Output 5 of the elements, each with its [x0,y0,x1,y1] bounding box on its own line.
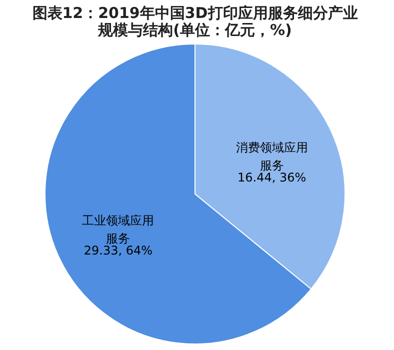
slice-label: 消费领域应用服务 [236,140,308,173]
data-label: 16.44, 36% [237,170,306,185]
data-label: 29.33, 64% [84,243,153,258]
slice-label: 工业领域应用服务 [82,213,154,246]
chart-title: 图表12：2019年中国3D打印应用服务细分产业规模与结构(单位：亿元，%) [32,4,358,39]
